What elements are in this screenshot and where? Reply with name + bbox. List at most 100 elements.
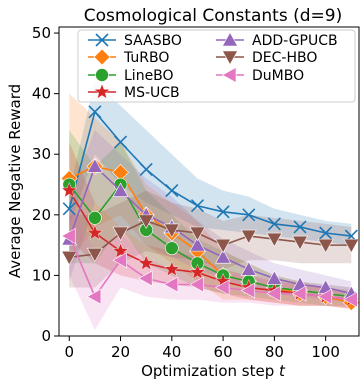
legend-label-add-gpucb: ADD-GPUCB — [252, 33, 338, 49]
point-ms-ucb-2 — [112, 242, 129, 259]
legend-marker-dec-hbo — [221, 50, 239, 66]
point-add-gpucb-5 — [189, 236, 206, 252]
point-dumbo-6 — [214, 279, 230, 296]
y-tick-label-50: 50 — [32, 24, 51, 42]
legend-marker-saasbo — [95, 33, 109, 47]
point-dec-hbo-5 — [189, 226, 206, 242]
point-saasbo-10 — [319, 226, 333, 240]
point-saasbo-8-b — [267, 217, 281, 231]
y-tick-label-20: 20 — [32, 206, 51, 224]
point-linebo-4 — [165, 241, 179, 255]
x-tick-label-0: 0 — [64, 343, 74, 361]
legend-marker-saasbo-b — [95, 33, 109, 47]
point-dumbo-5 — [189, 276, 204, 293]
point-dec-hbo-3 — [138, 214, 155, 230]
point-saasbo-0-b — [62, 202, 76, 216]
point-ms-ucb-0 — [61, 182, 78, 198]
legend-box — [77, 29, 356, 103]
point-dec-hbo-9 — [292, 235, 309, 251]
legend-label-dec-hbo: DEC-HBO — [252, 50, 317, 66]
x-tick-label-100: 100 — [311, 343, 340, 361]
legend-label-saasbo: SAASBO — [124, 33, 182, 49]
legend-label-turbo: TuRBO — [123, 50, 169, 66]
point-saasbo-6 — [216, 205, 230, 219]
point-saasbo-3 — [139, 162, 153, 176]
point-saasbo-2-b — [113, 135, 128, 149]
point-dumbo-3 — [138, 270, 153, 287]
y-axis-label: Average Negative Reward — [6, 84, 24, 278]
point-add-gpucb-6 — [215, 249, 232, 264]
point-ms-ucb-1 — [86, 224, 104, 240]
legend-marker-ms-ucb — [93, 83, 111, 99]
point-dec-hbo-7 — [240, 229, 257, 245]
point-dumbo-1 — [86, 288, 102, 305]
legend-marker-turbo — [93, 48, 111, 66]
point-saasbo-7-b — [242, 208, 256, 222]
point-ms-ucb-3 — [138, 254, 155, 271]
legend-label-ms-ucb: MS-UCB — [124, 85, 180, 101]
point-ms-ucb-5 — [189, 263, 206, 280]
point-dumbo-11 — [343, 291, 358, 308]
x-axis: 0 20 40 60 80 100 — [64, 336, 340, 361]
point-saasbo-4 — [165, 184, 179, 198]
x-axis-label-text: Optimization step — [141, 362, 274, 380]
point-saasbo-9 — [293, 220, 307, 234]
point-dec-hbo-10 — [317, 238, 334, 254]
point-saasbo-3-b — [139, 162, 153, 176]
point-dumbo-9 — [291, 285, 307, 302]
point-dec-hbo-0 — [61, 250, 78, 266]
point-saasbo-5-b — [190, 199, 205, 213]
x-axis-label: Optimization step t — [141, 362, 286, 380]
legend-label-dumbo: DuMBO — [252, 68, 304, 84]
point-dec-hbo-1 — [86, 247, 103, 263]
axes-frame — [58, 26, 360, 337]
series-line-dec-hbo — [69, 220, 352, 259]
point-linebo-1 — [88, 211, 102, 225]
legend-marker-add-gpucb — [221, 31, 239, 47]
legend-label-linebo: LineBO — [124, 68, 174, 84]
point-dumbo-4 — [163, 276, 179, 293]
y-tick-label-40: 40 — [32, 85, 51, 103]
point-add-gpucb-8 — [266, 270, 283, 285]
point-saasbo-4-b — [165, 184, 179, 198]
point-dumbo-2 — [112, 252, 127, 269]
point-dec-hbo-2 — [112, 226, 129, 242]
point-dumbo-8 — [266, 285, 281, 302]
band-dumbo — [69, 202, 352, 330]
point-dec-hbo-11 — [343, 238, 360, 254]
point-saasbo-1-b — [88, 105, 102, 119]
point-ms-ucb-4 — [163, 260, 180, 277]
point-saasbo-2 — [113, 135, 128, 149]
point-saasbo-6-b — [216, 205, 230, 219]
point-saasbo-7 — [242, 208, 256, 222]
chart-title: Cosmological Constants (d=9) — [84, 6, 342, 26]
point-dumbo-0 — [61, 228, 76, 245]
x-tick-label-80: 80 — [265, 343, 284, 361]
point-saasbo-10-b — [319, 226, 333, 240]
point-saasbo-9-b — [293, 220, 307, 234]
legend-marker-linebo — [95, 68, 109, 82]
y-tick-label-10: 10 — [32, 266, 51, 284]
x-tick-label-20: 20 — [111, 343, 130, 361]
point-dec-hbo-6 — [215, 238, 232, 254]
band-ms-ucb — [69, 142, 352, 309]
point-add-gpucb-7 — [240, 261, 257, 276]
point-dumbo-7 — [240, 282, 256, 299]
plot-area — [60, 81, 360, 330]
y-tick-label-0: 0 — [41, 327, 51, 345]
point-saasbo-8 — [267, 217, 281, 231]
point-dec-hbo-4 — [163, 223, 180, 239]
point-dumbo-10 — [317, 288, 332, 305]
x-tick-label-40: 40 — [162, 343, 181, 361]
point-saasbo-5 — [190, 199, 205, 213]
point-add-gpucb-2 — [112, 182, 129, 197]
point-dec-hbo-8 — [266, 232, 283, 248]
band-add-gpucb — [69, 130, 352, 303]
point-add-gpucb-1 — [86, 158, 103, 173]
point-saasbo-0 — [62, 202, 76, 216]
x-axis-label-variable: t — [279, 362, 286, 380]
y-axis: 0 10 20 30 40 50 — [32, 24, 59, 345]
x-tick-label-60: 60 — [214, 343, 233, 361]
